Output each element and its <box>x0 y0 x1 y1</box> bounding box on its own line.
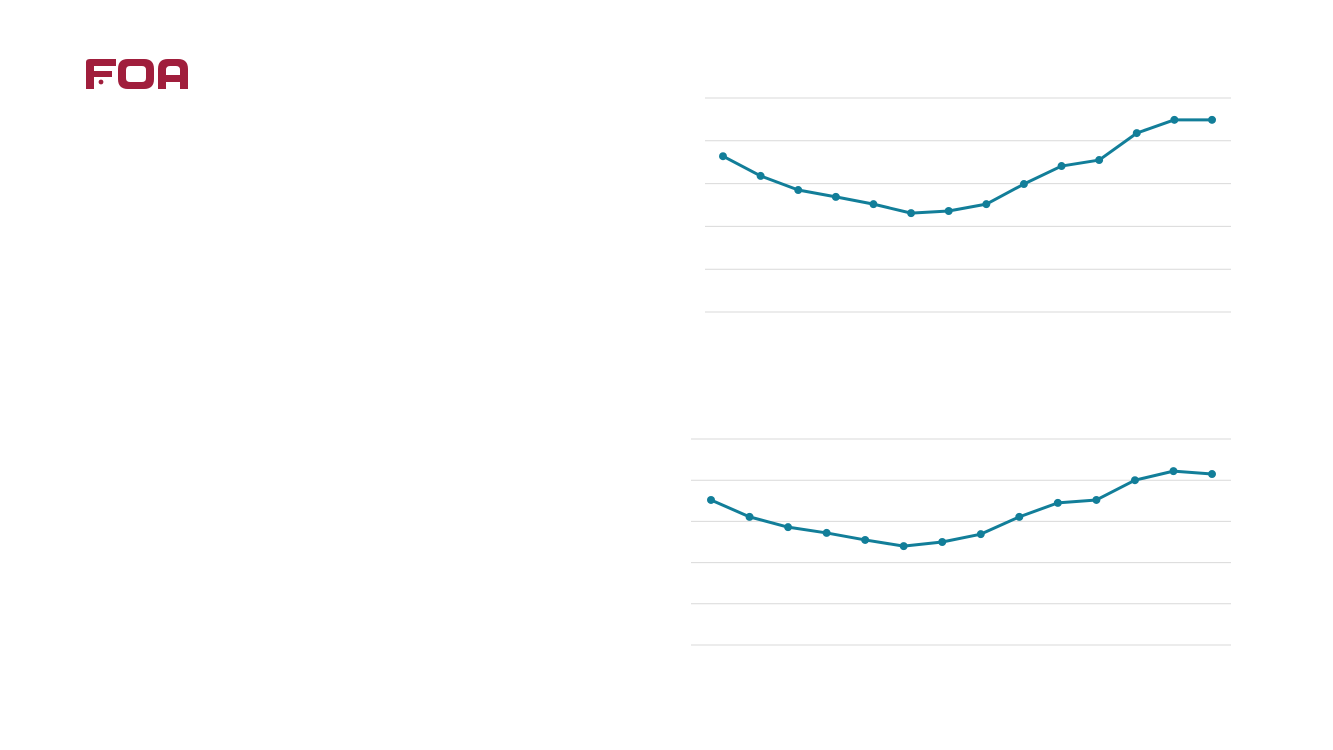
data-point <box>944 206 953 215</box>
data-point <box>1208 115 1216 124</box>
data-point <box>1170 115 1179 124</box>
data-point <box>756 171 765 180</box>
data-point <box>869 200 878 209</box>
data-point <box>1132 129 1141 138</box>
data-point <box>982 200 991 209</box>
data-point <box>831 192 840 201</box>
data-point <box>1095 156 1104 165</box>
data-point <box>907 209 916 218</box>
data-point <box>1019 180 1028 189</box>
data-point <box>794 186 803 195</box>
data-point <box>1057 162 1066 171</box>
foa-logo <box>86 59 188 89</box>
series-line <box>722 118 1212 215</box>
data-point <box>719 152 727 161</box>
